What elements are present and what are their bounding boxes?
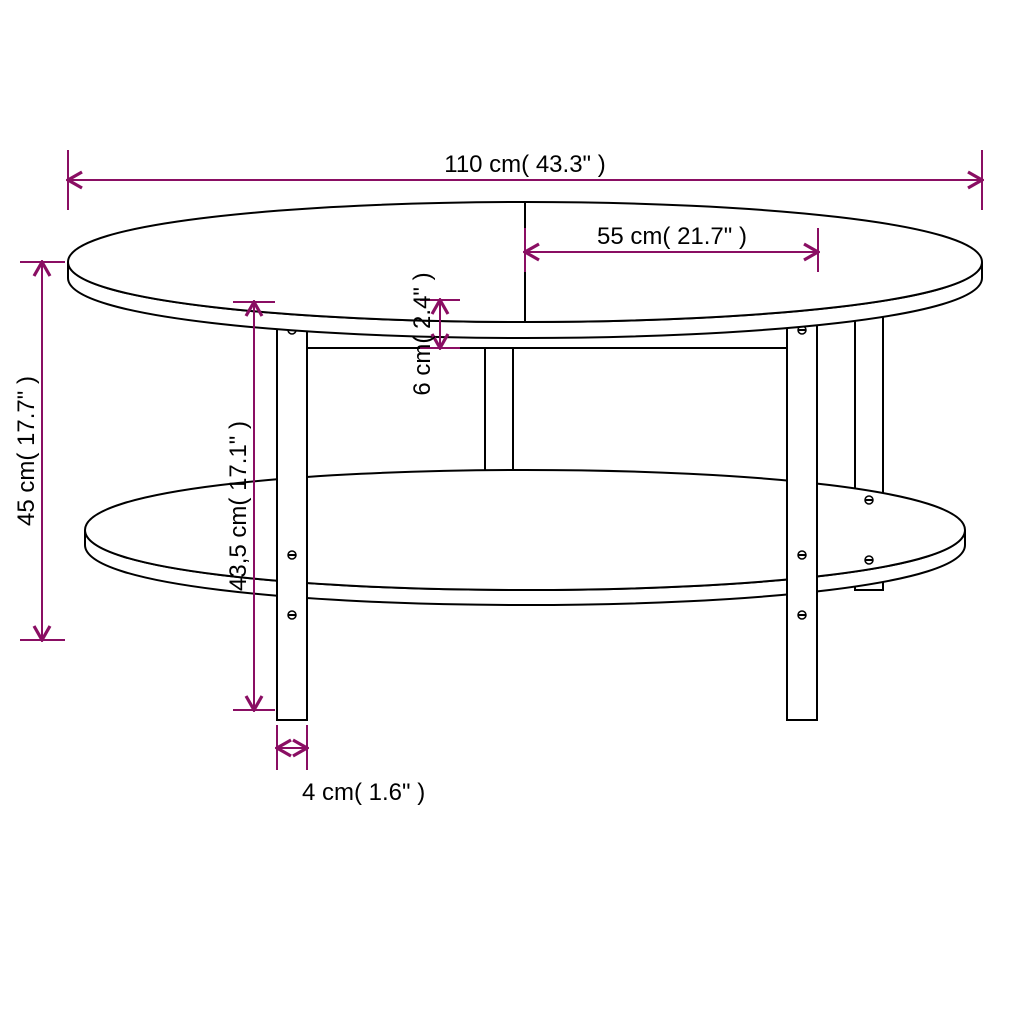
dim-height-total-label: 45 cm( 17.7" ) — [13, 376, 40, 526]
dimension-diagram: 110 cm( 43.3" ) 55 cm( 21.7" ) 6 cm( 2.4… — [0, 0, 1024, 1024]
dim-height-inner-label: 43,5 cm( 17.1" ) — [225, 421, 252, 591]
dim-height-total: 45 cm( 17.7" ) — [13, 262, 65, 640]
dim-half-width-label: 55 cm( 21.7" ) — [597, 223, 747, 250]
lower-shelf — [85, 470, 965, 605]
dim-apron-label: 6 cm( 2.4" ) — [409, 272, 436, 395]
dim-leg-thickness: 4 cm( 1.6" ) — [277, 725, 425, 806]
dim-width-label: 110 cm( 43.3" ) — [444, 151, 605, 178]
dim-leg-thickness-label: 4 cm( 1.6" ) — [302, 779, 425, 806]
